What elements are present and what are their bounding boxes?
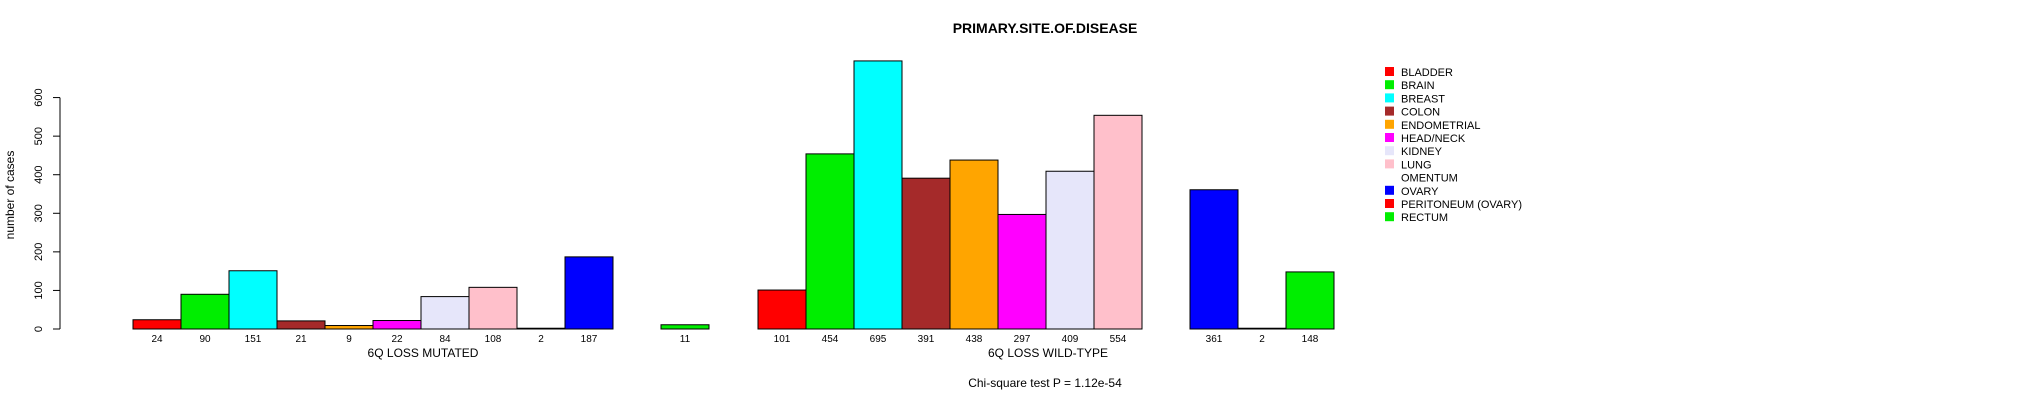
bar [997, 213, 1047, 330]
bar [180, 293, 230, 330]
bar-count-label: 695 [870, 334, 887, 345]
bar [949, 159, 999, 330]
legend-label: RECTUM [1401, 212, 1448, 224]
bar [228, 270, 278, 330]
bar-count-label: 2 [538, 334, 544, 345]
bar-count-label: 554 [1110, 334, 1127, 345]
bar-count-label: 454 [822, 334, 839, 345]
legend-swatch [1385, 212, 1394, 222]
bar [516, 327, 566, 330]
bar [468, 286, 518, 330]
legend-swatch [1385, 67, 1394, 76]
legend-label: ENDOMETRIAL [1401, 120, 1480, 132]
bar [1285, 271, 1335, 330]
legend-item: LUNG [1385, 159, 1432, 171]
bar-count-label: 391 [918, 334, 935, 345]
legend-swatch [1385, 185, 1394, 195]
bar-count-label: 21 [295, 334, 307, 345]
legend-swatch [1385, 80, 1394, 90]
bar-group: 24 90 151 21 9 22 84 108 2 187 11 6Q LOSS MUTATED [132, 256, 710, 360]
legend-label: COLON [1401, 107, 1440, 119]
y-tick-label: 100 [33, 281, 45, 299]
legend-swatch [1385, 146, 1394, 156]
legend-swatch [1385, 93, 1394, 103]
bar-count-label: 9 [346, 334, 352, 345]
legend-label: BLADDER [1401, 67, 1453, 79]
legend-item: OMENTUM [1401, 173, 1458, 185]
legend-item: HEAD/NECK [1385, 133, 1466, 145]
y-tick-label: 600 [33, 88, 45, 106]
y-tick-label: 300 [33, 204, 45, 222]
bar [1093, 114, 1143, 330]
bar [420, 296, 470, 330]
bar [805, 153, 855, 330]
legend-swatch [1385, 199, 1394, 208]
bar-count-label: 101 [774, 334, 791, 345]
y-axis: 0 100 200 300 400 500 600 [33, 88, 61, 332]
legend-item: BRAIN [1385, 80, 1435, 92]
bar [1189, 189, 1239, 330]
bar-count-label: 90 [199, 334, 211, 345]
y-tick-label: 500 [33, 127, 45, 145]
chart-title: PRIMARY.SITE.OF.DISEASE [953, 20, 1138, 36]
legend-swatch [1385, 159, 1394, 169]
y-tick-label: 400 [33, 166, 45, 184]
bar [276, 320, 326, 330]
bar-group: 101 454 695 391 438 297 409 554 361 2 148 6Q LOSS W… [757, 60, 1335, 360]
y-axis-label: number of cases [3, 151, 17, 240]
group-label: 6Q LOSS MUTATED [368, 346, 479, 360]
legend-label: BREAST [1401, 93, 1445, 105]
legend-label: OVARY [1401, 186, 1439, 198]
legend-item: BREAST [1385, 93, 1445, 105]
bar [564, 256, 614, 330]
legend-swatch [1385, 133, 1394, 142]
legend-label: HEAD/NECK [1401, 133, 1466, 145]
bar-count-label: 148 [1302, 334, 1319, 345]
bar-count-label: 361 [1206, 334, 1223, 345]
legend-label: KIDNEY [1401, 146, 1443, 158]
legend-item: ENDOMETRIAL [1385, 119, 1480, 132]
bar [1237, 327, 1287, 330]
legend-label: BRAIN [1401, 80, 1435, 92]
bar-count-label: 409 [1062, 334, 1079, 345]
bar [757, 289, 807, 330]
bar-count-label: 22 [391, 334, 403, 345]
legend-item: COLON [1385, 106, 1440, 119]
bar-groups: 24 90 151 21 9 22 84 108 2 187 11 6Q LOSS MUTATED 10… [132, 60, 1335, 360]
y-tick-label: 200 [33, 243, 45, 261]
bar-count-label: 84 [439, 334, 451, 345]
bar-count-label: 438 [966, 334, 983, 345]
legend-label: LUNG [1401, 159, 1432, 171]
bar [660, 324, 710, 330]
bar [1045, 170, 1095, 330]
legend-item: BLADDER [1385, 67, 1453, 79]
bar-count-label: 2 [1259, 334, 1265, 345]
chi-square-footer: Chi-square test P = 1.12e-54 [968, 376, 1122, 390]
legend-item: OVARY [1385, 185, 1439, 198]
bar-count-label: 24 [151, 334, 163, 345]
bar [901, 177, 951, 330]
bar [132, 319, 182, 330]
legend-item: KIDNEY [1385, 146, 1443, 158]
bar-count-label: 297 [1014, 334, 1031, 345]
legend-label: PERITONEUM (OVARY) [1401, 199, 1522, 211]
bar-count-label: 108 [485, 334, 502, 345]
legend-label: OMENTUM [1401, 173, 1458, 185]
legend-swatch [1385, 106, 1394, 116]
bar [853, 60, 903, 330]
legend-swatch [1385, 119, 1394, 129]
bar-count-label: 187 [581, 334, 598, 345]
group-label: 6Q LOSS WILD-TYPE [988, 346, 1108, 360]
bar [372, 320, 422, 330]
bar-count-label: 151 [245, 334, 262, 345]
legend-item: RECTUM [1385, 212, 1448, 224]
bar-count-label: 11 [680, 334, 691, 345]
y-tick-label: 0 [33, 326, 45, 332]
legend-item: PERITONEUM (OVARY) [1385, 199, 1522, 211]
bar [324, 325, 374, 330]
